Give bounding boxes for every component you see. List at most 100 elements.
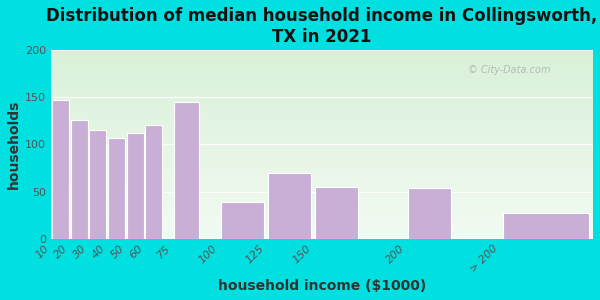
Bar xyxy=(51,84,593,85)
Bar xyxy=(51,189,593,190)
Bar xyxy=(51,83,593,84)
Bar xyxy=(51,143,593,144)
Bar xyxy=(51,142,593,143)
Bar xyxy=(51,186,593,187)
Bar xyxy=(51,184,593,185)
Bar xyxy=(51,64,593,65)
Bar xyxy=(51,91,593,92)
Bar xyxy=(51,165,593,166)
Bar xyxy=(51,173,593,174)
Text: © City-Data.com: © City-Data.com xyxy=(469,65,551,75)
Bar xyxy=(51,223,593,224)
Bar xyxy=(51,54,593,55)
Bar xyxy=(51,128,593,129)
Bar xyxy=(51,139,593,140)
Bar xyxy=(51,103,593,104)
Bar xyxy=(51,177,593,178)
Bar xyxy=(51,233,593,234)
Bar xyxy=(408,188,451,239)
Bar xyxy=(51,51,593,52)
Bar xyxy=(51,89,593,90)
Bar xyxy=(51,226,593,227)
Bar xyxy=(51,120,593,121)
Bar xyxy=(51,78,593,79)
Bar xyxy=(51,133,593,134)
Bar xyxy=(51,151,593,152)
X-axis label: household income ($1000): household income ($1000) xyxy=(218,279,426,293)
Bar xyxy=(51,106,593,107)
Bar xyxy=(51,129,593,130)
Bar xyxy=(51,53,593,54)
Bar xyxy=(51,134,593,135)
Bar xyxy=(51,55,593,56)
Bar xyxy=(51,71,593,72)
Bar xyxy=(314,187,358,239)
Bar xyxy=(51,205,593,206)
Bar xyxy=(51,203,593,204)
Bar xyxy=(51,69,593,70)
Bar xyxy=(51,100,593,101)
Bar xyxy=(51,224,593,225)
Bar xyxy=(51,215,593,216)
Bar xyxy=(51,117,593,118)
Bar xyxy=(51,228,593,229)
Bar xyxy=(51,162,593,163)
Bar xyxy=(51,210,593,211)
Bar xyxy=(51,94,593,95)
Bar xyxy=(51,195,593,196)
Bar xyxy=(51,135,593,136)
Bar xyxy=(51,122,593,123)
Bar xyxy=(51,141,593,142)
Bar xyxy=(51,99,593,100)
Bar xyxy=(51,116,593,117)
Bar xyxy=(51,123,593,124)
Bar xyxy=(51,81,593,82)
Bar xyxy=(51,235,593,236)
Bar xyxy=(51,220,593,221)
Bar xyxy=(51,88,593,89)
Bar xyxy=(51,67,593,68)
Bar xyxy=(51,111,593,112)
Bar xyxy=(51,70,593,71)
Bar xyxy=(51,50,593,51)
Bar xyxy=(51,73,593,74)
Bar xyxy=(51,102,593,103)
Bar xyxy=(51,187,593,188)
Bar xyxy=(51,208,593,209)
Bar xyxy=(145,124,163,239)
Y-axis label: households: households xyxy=(7,100,21,189)
Bar xyxy=(51,157,593,158)
Bar xyxy=(51,90,593,91)
Bar xyxy=(51,193,593,194)
Bar xyxy=(51,127,593,128)
Bar xyxy=(51,58,593,59)
Bar xyxy=(51,130,593,131)
Bar xyxy=(51,138,593,139)
Bar xyxy=(51,119,593,120)
Bar xyxy=(51,68,593,69)
Bar xyxy=(51,219,593,220)
Bar xyxy=(51,204,593,205)
Bar xyxy=(51,80,593,81)
Bar xyxy=(127,133,144,239)
Bar xyxy=(51,76,593,77)
Bar xyxy=(51,196,593,197)
Bar xyxy=(51,153,593,154)
Bar xyxy=(51,149,593,150)
Bar xyxy=(51,207,593,208)
Bar xyxy=(51,163,593,164)
Bar xyxy=(51,181,593,182)
Bar xyxy=(52,100,69,239)
Bar xyxy=(51,72,593,73)
Bar xyxy=(51,236,593,237)
Bar xyxy=(221,202,264,239)
Bar xyxy=(51,105,593,106)
Bar xyxy=(108,138,125,239)
Bar xyxy=(51,85,593,86)
Bar xyxy=(51,104,593,105)
Bar xyxy=(51,199,593,200)
Bar xyxy=(51,77,593,78)
Bar xyxy=(51,147,593,148)
Bar xyxy=(51,167,593,168)
Bar xyxy=(268,173,311,239)
